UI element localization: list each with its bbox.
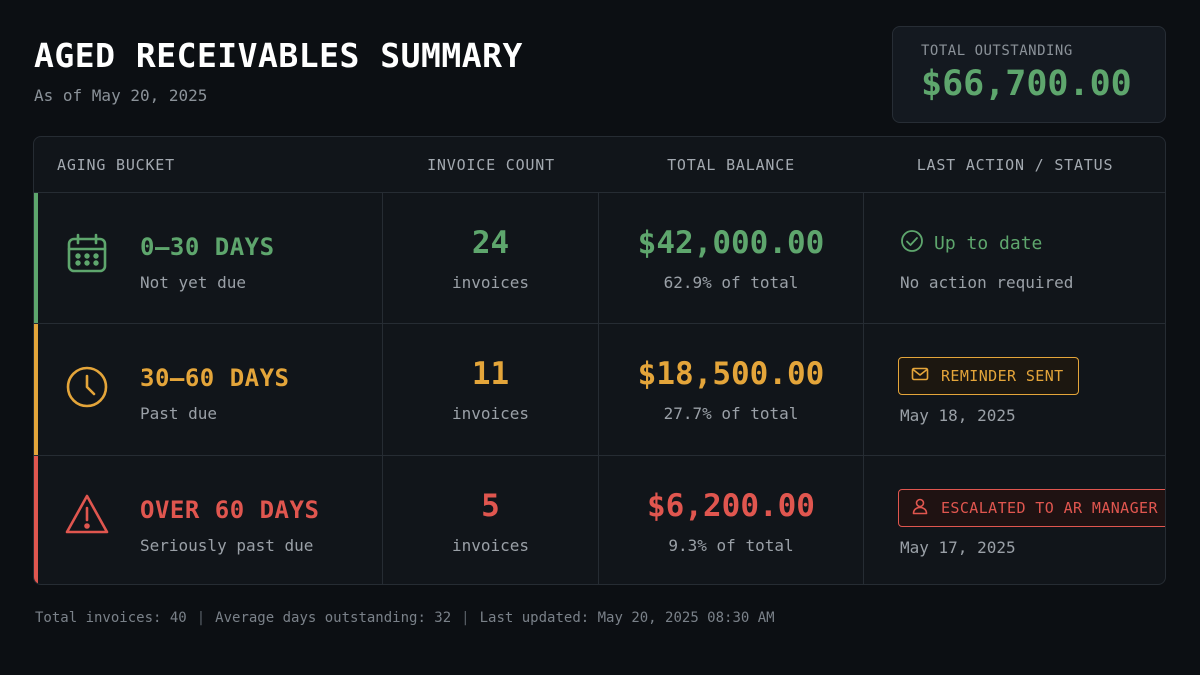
- total-balance: $6,200.00: [647, 488, 815, 524]
- user-icon: [911, 497, 929, 519]
- table-row[interactable]: 30–60 DAYS Past due 11 invoices $18,500.…: [34, 324, 1165, 456]
- column-header-status: LAST ACTION / STATUS: [916, 156, 1114, 174]
- badge-label: ESCALATED TO AR MANAGER: [941, 499, 1158, 517]
- action-date: May 17, 2025: [900, 538, 1016, 557]
- receivables-table: AGING BUCKET INVOICE COUNT TOTAL BALANCE…: [33, 136, 1166, 585]
- row-accent-bar: [34, 456, 38, 584]
- table-row[interactable]: OVER 60 DAYS Seriously past due 5 invoic…: [34, 456, 1165, 584]
- aging-bucket-cell: 0–30 DAYS Not yet due: [34, 193, 382, 323]
- percent-of-total: 62.9% of total: [663, 273, 799, 292]
- warning-triangle-icon: [64, 492, 110, 538]
- clock-icon: [64, 364, 110, 410]
- column-header-aging-bucket: AGING BUCKET: [57, 156, 175, 174]
- footer-separator: |: [196, 610, 206, 626]
- footer-average-days: Average days outstanding: 32: [215, 610, 452, 626]
- bucket-description: Past due: [140, 404, 218, 423]
- invoice-count: 5: [481, 488, 500, 524]
- status-cell: ESCALATED TO AR MANAGER May 17, 2025: [864, 456, 1165, 584]
- bucket-name: 30–60 DAYS: [140, 364, 290, 392]
- column-header-invoice-count: INVOICE COUNT: [427, 156, 555, 174]
- footer-summary: Total invoices: 40 | Average days outstand…: [35, 610, 775, 626]
- bucket-description: Not yet due: [140, 273, 246, 292]
- total-balance: $18,500.00: [637, 356, 825, 392]
- invoice-count-unit: invoices: [451, 404, 530, 423]
- bucket-name: OVER 60 DAYS: [140, 496, 320, 524]
- percent-of-total: 9.3% of total: [668, 536, 794, 555]
- invoice-count: 11: [471, 356, 510, 392]
- calendar-icon: [64, 231, 110, 277]
- reminder-sent-badge[interactable]: REMINDER SENT: [898, 357, 1079, 395]
- bucket-description: Seriously past due: [140, 536, 314, 555]
- column-header-total-balance: TOTAL BALANCE: [667, 156, 795, 174]
- badge-label: REMINDER SENT: [941, 367, 1064, 385]
- envelope-icon: [911, 365, 929, 387]
- bucket-name: 0–30 DAYS: [140, 233, 275, 261]
- invoice-count-cell: 5 invoices: [383, 456, 598, 584]
- status-cell: Up to date No action required: [864, 193, 1165, 323]
- footer-last-updated: Last updated: May 20, 2025 08:30 AM: [479, 610, 775, 626]
- footer-total-invoices: Total invoices: 40: [35, 610, 187, 626]
- total-outstanding-label: TOTAL OUTSTANDING: [921, 43, 1073, 59]
- total-balance: $42,000.00: [637, 225, 825, 261]
- percent-of-total: 27.7% of total: [663, 404, 799, 423]
- as-of-date: As of May 20, 2025: [34, 86, 208, 105]
- footer-separator: |: [461, 610, 470, 626]
- table-row[interactable]: 0–30 DAYS Not yet due 24 invoices $42,00…: [34, 193, 1165, 324]
- total-outstanding-card: TOTAL OUTSTANDING $66,700.00: [892, 26, 1166, 123]
- total-balance-cell: $18,500.00 27.7% of total: [599, 324, 863, 455]
- action-date: May 18, 2025: [900, 406, 1016, 425]
- invoice-count-unit: invoices: [451, 273, 530, 292]
- row-accent-bar: [34, 193, 38, 323]
- status-cell: REMINDER SENT May 18, 2025: [864, 324, 1165, 455]
- escalated-badge[interactable]: ESCALATED TO AR MANAGER: [898, 489, 1165, 527]
- invoice-count: 24: [471, 225, 510, 261]
- table-header: AGING BUCKET INVOICE COUNT TOTAL BALANCE…: [34, 137, 1165, 193]
- column-divider: [863, 193, 864, 584]
- column-divider: [598, 193, 599, 584]
- total-balance-cell: $6,200.00 9.3% of total: [599, 456, 863, 584]
- invoice-count-cell: 24 invoices: [383, 193, 598, 323]
- column-divider: [382, 193, 383, 584]
- status-indicator: Up to date: [900, 229, 1042, 258]
- aging-bucket-cell: 30–60 DAYS Past due: [34, 324, 382, 455]
- status-detail: No action required: [900, 273, 1074, 292]
- invoice-count-cell: 11 invoices: [383, 324, 598, 455]
- aging-bucket-cell: OVER 60 DAYS Seriously past due: [34, 456, 382, 584]
- status-text: Up to date: [934, 233, 1043, 254]
- total-balance-cell: $42,000.00 62.9% of total: [599, 193, 863, 323]
- row-accent-bar: [34, 324, 38, 455]
- page-title: AGED RECEIVABLES SUMMARY: [34, 36, 523, 75]
- invoice-count-unit: invoices: [451, 536, 530, 555]
- check-circle-icon: [900, 229, 924, 258]
- total-outstanding-value: $66,700.00: [921, 64, 1132, 104]
